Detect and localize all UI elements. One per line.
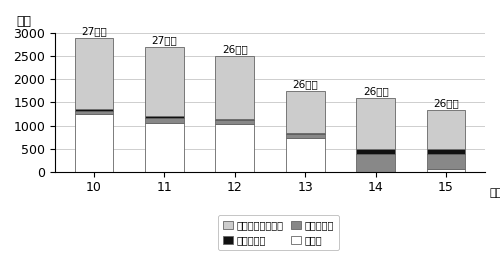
Bar [74, 114, 114, 172]
Text: 27公社: 27公社 [152, 35, 177, 45]
Bar [145, 116, 184, 118]
Bar [426, 154, 466, 169]
Bar [216, 119, 254, 120]
Text: 27公社: 27公社 [81, 27, 107, 37]
Bar [426, 149, 466, 154]
Bar [356, 154, 395, 172]
Bar [286, 134, 325, 138]
Bar [356, 149, 395, 154]
Bar [145, 123, 184, 172]
Bar [145, 118, 184, 123]
Text: 年度末: 年度末 [490, 188, 500, 198]
Bar [426, 110, 466, 149]
Bar [216, 124, 254, 172]
Bar [426, 169, 466, 172]
Text: 26公社: 26公社 [222, 45, 248, 55]
Text: 26公社: 26公社 [363, 86, 388, 96]
Bar [145, 47, 184, 116]
Bar [216, 56, 254, 119]
Bar [286, 138, 325, 172]
Bar [356, 98, 395, 149]
Text: 26公社: 26公社 [433, 99, 459, 109]
Bar [74, 111, 114, 114]
Bar [74, 38, 114, 109]
Legend: 利益留保性引当金, 特定準備金, 利益剰余金, その他: 利益留保性引当金, 特定準備金, 利益剰余金, その他 [218, 216, 339, 250]
Text: 億円: 億円 [16, 15, 32, 28]
Text: 26公社: 26公社 [292, 79, 318, 89]
Bar [216, 120, 254, 124]
Bar [74, 109, 114, 111]
Bar [286, 91, 325, 134]
